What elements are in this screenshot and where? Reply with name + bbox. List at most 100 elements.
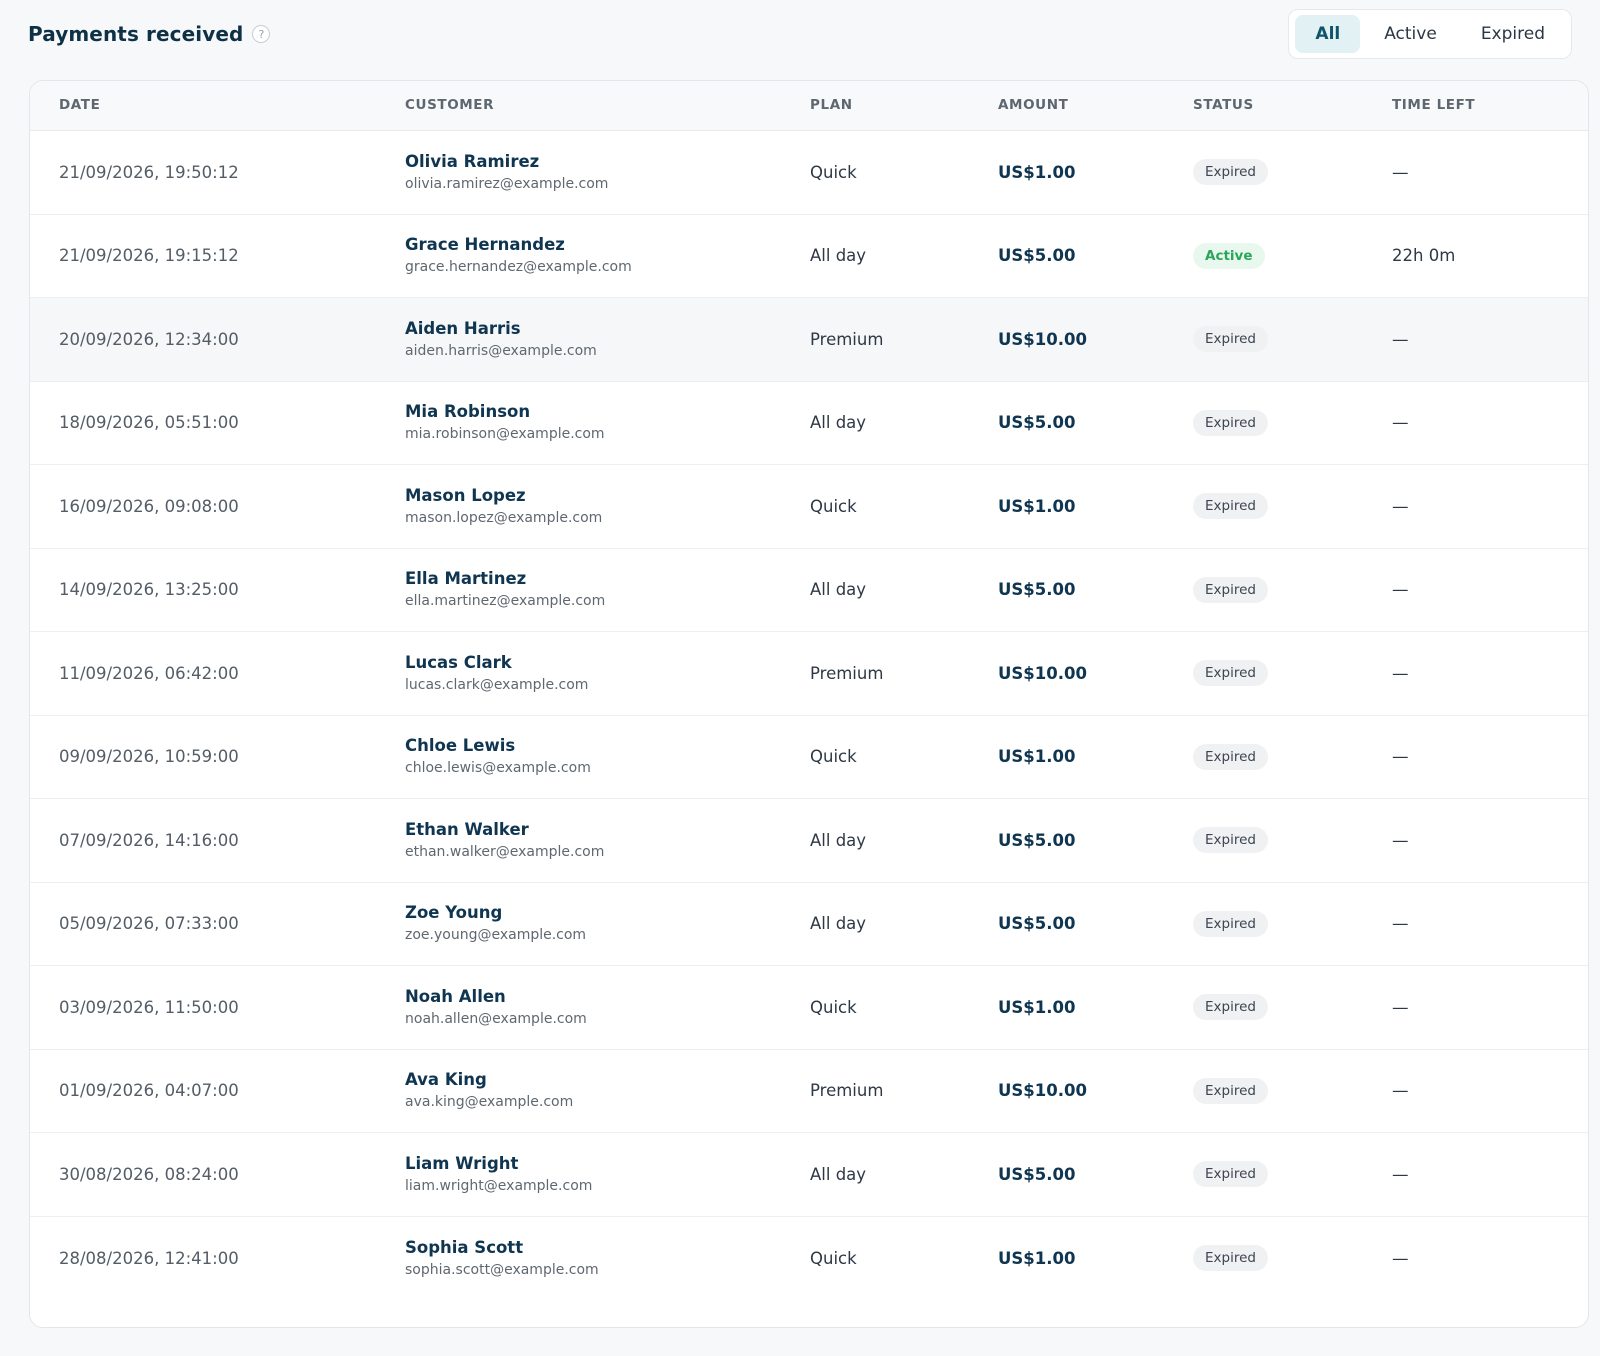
title-group: Payments received ? — [28, 22, 271, 46]
table-row[interactable]: 01/09/2026, 04:07:00 Ava King ava.king@exa… — [30, 1050, 1588, 1133]
status-badge: Expired — [1193, 743, 1268, 770]
filter-all-tab[interactable]: All — [1295, 15, 1361, 53]
customer-name[interactable]: Sophia Scott — [405, 1237, 524, 1257]
status-badge: Expired — [1193, 994, 1268, 1021]
filter-active-tab[interactable]: Active — [1384, 24, 1437, 44]
payment-amount: US$5.00 — [998, 246, 1076, 266]
status-cell: Expired — [1193, 549, 1268, 632]
status-badge: Expired — [1193, 910, 1268, 937]
plan-name: Premium — [810, 1081, 884, 1101]
customer-name[interactable]: Grace Hernandez — [405, 235, 565, 255]
table-row[interactable]: 14/09/2026, 13:25:00 Ella Martinez ella.ma… — [30, 549, 1588, 632]
customer-cell: Noah Allen noah.allen@example.com — [405, 966, 587, 1049]
customer-email: ella.martinez@example.com — [405, 593, 606, 610]
customer-email: lucas.clark@example.com — [405, 676, 589, 693]
customer-cell: Zoe Young zoe.young@example.com — [405, 883, 586, 966]
payment-date: 09/09/2026, 10:59:00 — [59, 747, 239, 767]
customer-email: grace.hernandez@example.com — [405, 259, 632, 276]
column-header-amount[interactable]: AMOUNT — [998, 97, 1069, 113]
time-left: — — [1392, 1081, 1409, 1101]
column-header-customer[interactable]: CUSTOMER — [405, 97, 495, 113]
customer-cell: Ava King ava.king@example.com — [405, 1050, 573, 1133]
payment-amount: US$1.00 — [998, 162, 1076, 182]
table-row[interactable]: 11/09/2026, 06:42:00 Lucas Clark lucas.cla… — [30, 632, 1588, 716]
customer-cell: Ella Martinez ella.martinez@example.com — [405, 549, 605, 632]
payment-amount: US$10.00 — [998, 1081, 1087, 1101]
plan-name: Premium — [810, 663, 884, 683]
customer-name[interactable]: Zoe Young — [405, 903, 503, 923]
customer-name[interactable]: Noah Allen — [405, 986, 506, 1006]
status-cell: Expired — [1193, 1133, 1268, 1216]
column-header-status[interactable]: STATUS — [1193, 97, 1254, 113]
payment-amount: US$5.00 — [998, 830, 1076, 850]
customer-cell: Mia Robinson mia.robinson@example.com — [405, 382, 605, 465]
plan-name: Quick — [810, 747, 857, 767]
customer-email: liam.wright@example.com — [405, 1177, 593, 1194]
filter-expired-tab[interactable]: Expired — [1480, 24, 1545, 44]
status-badge: Expired — [1193, 493, 1268, 520]
table-row[interactable]: 30/08/2026, 08:24:00 Liam Wright liam.wrig… — [30, 1133, 1588, 1217]
payment-date: 14/09/2026, 13:25:00 — [59, 580, 239, 600]
plan-name: All day — [810, 246, 867, 266]
time-left: — — [1392, 1164, 1409, 1184]
table-row[interactable]: 28/08/2026, 12:41:00 Sophia Scott sophia.s… — [30, 1217, 1588, 1301]
payment-amount: US$5.00 — [998, 1164, 1076, 1184]
status-cell: Expired — [1193, 632, 1268, 715]
table-row[interactable]: 20/09/2026, 12:34:00 Aiden Harris aiden.ha… — [30, 298, 1588, 382]
time-left: — — [1392, 496, 1409, 516]
column-header-date[interactable]: DATE — [59, 97, 101, 113]
customer-name[interactable]: Mia Robinson — [405, 402, 531, 422]
customer-name[interactable]: Liam Wright — [405, 1153, 519, 1173]
plan-name: All day — [810, 830, 867, 850]
customer-name[interactable]: Ethan Walker — [405, 819, 529, 839]
customer-name[interactable]: Ella Martinez — [405, 569, 527, 589]
plan-name: All day — [810, 413, 867, 433]
status-badge: Expired — [1193, 1077, 1268, 1104]
table-row[interactable]: 21/09/2026, 19:50:12 Olivia Ramirez olivia… — [30, 131, 1588, 215]
plan-name: Premium — [810, 329, 884, 349]
table-row[interactable]: 03/09/2026, 11:50:00 Noah Allen noah.allen… — [30, 966, 1588, 1050]
customer-cell: Mason Lopez mason.lopez@example.com — [405, 465, 602, 548]
payment-date: 20/09/2026, 12:34:00 — [59, 329, 239, 349]
payment-amount: US$5.00 — [998, 914, 1076, 934]
status-cell: Expired — [1193, 883, 1268, 966]
status-cell: Expired — [1193, 298, 1268, 381]
customer-name[interactable]: Chloe Lewis — [405, 736, 516, 756]
column-header-time-left[interactable]: TIME LEFT — [1392, 97, 1476, 113]
status-badge: Expired — [1193, 660, 1268, 687]
table-row[interactable]: 21/09/2026, 19:15:12 Grace Hernandez grace… — [30, 215, 1588, 298]
customer-name[interactable]: Ava King — [405, 1070, 487, 1090]
status-cell: Expired — [1193, 716, 1268, 799]
help-icon[interactable]: ? — [252, 25, 271, 43]
plan-name: Quick — [810, 1248, 857, 1268]
customer-email: sophia.scott@example.com — [405, 1261, 599, 1278]
customer-name[interactable]: Aiden Harris — [405, 318, 521, 338]
table-row[interactable]: 18/09/2026, 05:51:00 Mia Robinson mia.robi… — [30, 382, 1588, 465]
column-header-plan[interactable]: PLAN — [810, 97, 853, 113]
status-badge: Expired — [1193, 159, 1268, 186]
customer-cell: Grace Hernandez grace.hernandez@example.c… — [405, 215, 632, 298]
customer-name[interactable]: Lucas Clark — [405, 652, 512, 672]
status-cell: Active — [1193, 215, 1265, 298]
status-cell: Expired — [1193, 131, 1268, 214]
status-badge: Expired — [1193, 326, 1268, 353]
status-cell: Expired — [1193, 799, 1268, 882]
table-row[interactable]: 07/09/2026, 14:16:00 Ethan Walker ethan.wa… — [30, 799, 1588, 883]
status-cell: Expired — [1193, 465, 1268, 548]
customer-email: zoe.young@example.com — [405, 927, 587, 944]
table-row[interactable]: 09/09/2026, 10:59:00 Chloe Lewis chloe.lew… — [30, 716, 1588, 799]
table-row[interactable]: 05/09/2026, 07:33:00 Zoe Young zoe.young@e… — [30, 883, 1588, 966]
page-header: Payments received ? All Active Expired — [28, 0, 1572, 70]
customer-cell: Aiden Harris aiden.harris@example.com — [405, 298, 597, 381]
customer-name[interactable]: Mason Lopez — [405, 485, 526, 505]
payments-table: DATE CUSTOMER PLAN AMOUNT STATUS TIME LE… — [29, 80, 1589, 1328]
payment-amount: US$1.00 — [998, 747, 1076, 767]
table-row[interactable]: 16/09/2026, 09:08:00 Mason Lopez mason.lop… — [30, 465, 1588, 549]
customer-name[interactable]: Olivia Ramirez — [405, 151, 540, 171]
payment-date: 07/09/2026, 14:16:00 — [59, 830, 239, 850]
payment-amount: US$1.00 — [998, 1248, 1076, 1268]
customer-cell: Sophia Scott sophia.scott@example.com — [405, 1217, 599, 1301]
customer-email: mason.lopez@example.com — [405, 509, 603, 526]
status-cell: Expired — [1193, 966, 1268, 1049]
time-left: — — [1392, 413, 1409, 433]
